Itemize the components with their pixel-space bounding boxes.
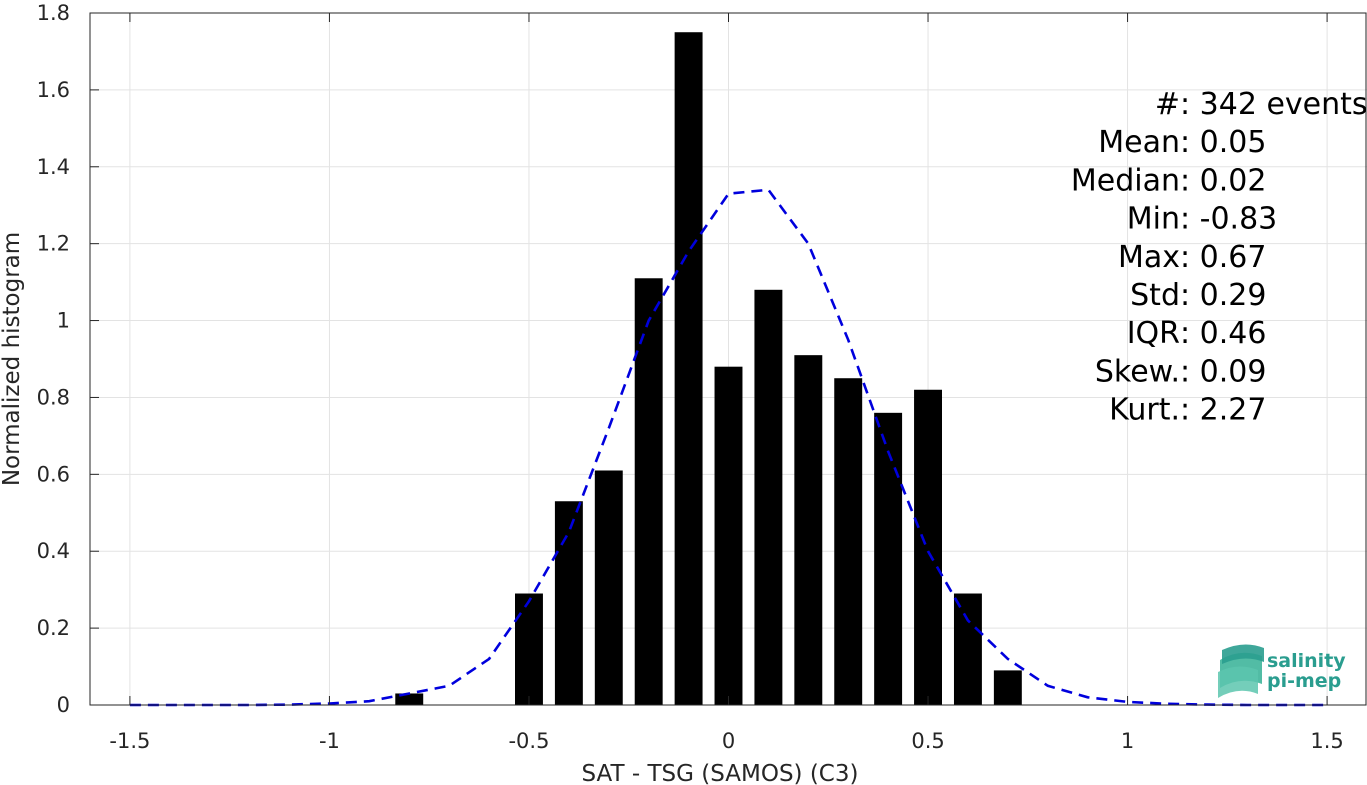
x-tick-labels: -1.5 -1 -0.5 0 0.5 1 1.5	[109, 729, 1343, 753]
y-tick-label: 1.8	[37, 1, 70, 25]
stat-label: #	[1155, 87, 1180, 122]
histogram-bar	[554, 501, 583, 705]
y-tick-label: 1.6	[37, 78, 70, 102]
axes	[89, 12, 1367, 706]
y-axis-title: Normalized histogram	[0, 232, 25, 486]
stat-value: : -0.83	[1180, 202, 1277, 237]
histogram-bar	[594, 470, 623, 705]
x-tick-label: 1.5	[1310, 729, 1343, 753]
wave-logo-icon	[1218, 644, 1264, 698]
stat-label: Mean	[1098, 125, 1180, 160]
histogram-bar	[993, 670, 1022, 705]
y-tick-label: 1	[57, 309, 70, 333]
histogram-bar	[834, 378, 863, 705]
x-tick-label: -1	[319, 729, 340, 753]
x-axis-title: SAT - TSG (SAMOS) (C3)	[582, 761, 859, 785]
histogram-bar	[794, 355, 823, 705]
x-tick-label: 0.5	[911, 729, 944, 753]
stat-label: Kurt.	[1109, 393, 1180, 428]
histogram-bar	[714, 366, 743, 705]
y-tick-label: 0.2	[37, 616, 70, 640]
y-tick-label: 0.6	[37, 462, 70, 486]
y-tick-label: 1.4	[37, 155, 70, 179]
stat-value: : 0.09	[1180, 354, 1266, 389]
histogram-bar	[395, 693, 424, 705]
histogram-bar	[634, 278, 663, 705]
logo-text-pimep: pi-mep	[1267, 670, 1341, 692]
x-tick-label: -0.5	[508, 729, 549, 753]
histogram-bar	[754, 289, 783, 705]
y-tick-label: 0	[57, 693, 70, 717]
stat-label: IQR	[1127, 316, 1180, 351]
stat-value: : 2.27	[1180, 393, 1266, 428]
x-tick-label: 1	[1121, 729, 1134, 753]
histogram-bar	[914, 389, 942, 705]
stat-value: : 342 events	[1180, 87, 1367, 122]
histogram-bars	[395, 32, 1022, 705]
y-tick-labels: 0 0.2 0.4 0.6 0.8 1 1.2 1.4 1.6 1.8	[37, 1, 70, 717]
histogram-bar	[953, 593, 982, 705]
stat-label: Max	[1118, 240, 1180, 275]
stat-label: Skew.	[1095, 354, 1180, 389]
histogram-bar	[515, 593, 543, 705]
y-tick-label: 1.2	[37, 232, 70, 256]
stat-label: Min	[1127, 202, 1180, 237]
y-tick-label: 0.4	[37, 539, 70, 563]
stat-value: : 0.05	[1180, 125, 1266, 160]
stat-label: Median	[1071, 163, 1180, 198]
logo-text-salinity: salinity	[1267, 650, 1346, 672]
x-tick-label: -1.5	[109, 729, 150, 753]
salinity-pimep-logo: salinity pi-mep	[1218, 644, 1346, 698]
x-tick-label: 0	[722, 729, 735, 753]
stat-value: : 0.29	[1180, 278, 1266, 313]
stat-value: : 0.46	[1180, 316, 1266, 351]
histogram-bar	[874, 412, 903, 705]
stat-value: : 0.02	[1180, 163, 1266, 198]
y-tick-label: 0.8	[37, 385, 70, 409]
stat-label: Std	[1130, 278, 1180, 313]
histogram-bar	[674, 32, 703, 705]
stat-value: : 0.67	[1180, 240, 1266, 275]
